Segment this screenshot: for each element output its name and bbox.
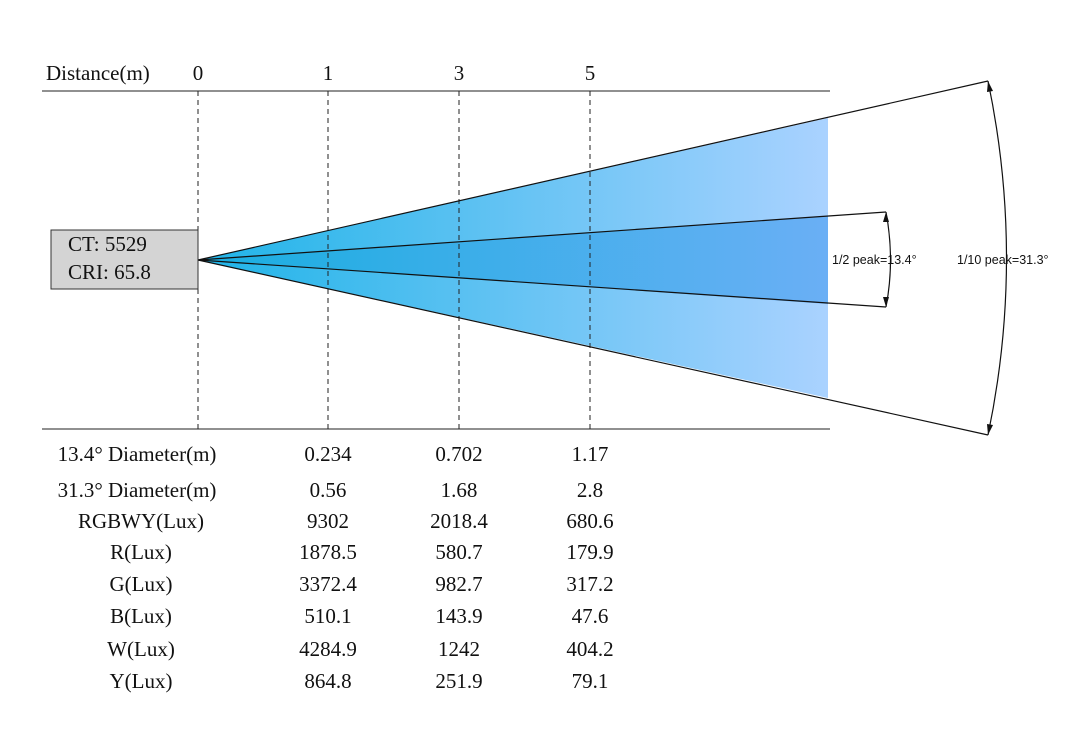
half-peak-label: 1/2 peak=13.4° (832, 253, 917, 267)
cell-5m: 179.9 (566, 540, 613, 564)
cell-3m: 982.7 (435, 572, 482, 596)
tenth-peak-label: 1/10 peak=31.3° (957, 253, 1049, 267)
distance-mark-1: 1 (323, 61, 334, 85)
cell-3m: 1242 (438, 637, 480, 661)
table-row: B(Lux) 510.1 143.9 47.6 (110, 604, 608, 628)
distance-mark-3: 3 (454, 61, 465, 85)
distance-mark-0: 0 (193, 61, 204, 85)
half-peak-arrow-top (883, 212, 889, 222)
source-box (50, 229, 199, 290)
inner-ray-top (197, 211, 887, 261)
cell-1m: 0.234 (304, 442, 352, 466)
distance-mark-5: 5 (585, 61, 596, 85)
cell-1m: 3372.4 (299, 572, 357, 596)
table-row: 13.4° Diameter(m) 0.234 0.702 1.17 (58, 442, 609, 466)
beam-inner-cone (198, 216, 828, 304)
inner-ray-bottom (197, 259, 887, 308)
cell-5m: 2.8 (577, 478, 603, 502)
cell-3m: 251.9 (435, 669, 482, 693)
cell-1m: 510.1 (304, 604, 351, 628)
row-label: 31.3° Diameter(m) (58, 478, 217, 502)
cell-1m: 4284.9 (299, 637, 357, 661)
cell-3m: 580.7 (435, 540, 482, 564)
photometric-table: 13.4° Diameter(m) 0.234 0.702 1.17 31.3°… (58, 442, 614, 693)
outer-ray-top (197, 80, 989, 261)
cell-1m: 1878.5 (299, 540, 357, 564)
table-row: Y(Lux) 864.8 251.9 79.1 (110, 669, 609, 693)
cell-5m: 404.2 (566, 637, 613, 661)
row-label: G(Lux) (110, 572, 173, 596)
cell-3m: 0.702 (435, 442, 482, 466)
table-row: G(Lux) 3372.4 982.7 317.2 (110, 572, 614, 596)
outer-ray-bottom (197, 259, 989, 436)
cell-1m: 9302 (307, 509, 349, 533)
row-label: R(Lux) (110, 540, 172, 564)
cell-1m: 0.56 (310, 478, 347, 502)
table-row: RGBWY(Lux) 9302 2018.4 680.6 (78, 509, 614, 533)
table-row: W(Lux) 4284.9 1242 404.2 (107, 637, 613, 661)
tenth-peak-arc (987, 80, 1008, 436)
tenth-peak-arrow-top (987, 81, 993, 92)
cell-5m: 317.2 (566, 572, 613, 596)
cell-3m: 1.68 (441, 478, 478, 502)
cell-5m: 47.6 (572, 604, 609, 628)
cell-5m: 79.1 (572, 669, 609, 693)
row-label: RGBWY(Lux) (78, 509, 204, 533)
row-label: Y(Lux) (110, 669, 173, 693)
table-row: 31.3° Diameter(m) 0.56 1.68 2.8 (58, 478, 604, 502)
distance-label: Distance(m) (46, 61, 150, 85)
table-row: R(Lux) 1878.5 580.7 179.9 (110, 540, 614, 564)
tenth-peak-arrow-bottom (987, 424, 993, 435)
cell-5m: 1.17 (572, 442, 609, 466)
row-label: W(Lux) (107, 637, 175, 661)
row-label: B(Lux) (110, 604, 172, 628)
cell-5m: 680.6 (566, 509, 613, 533)
cell-1m: 864.8 (304, 669, 351, 693)
source-cri: CRI: 65.8 (68, 260, 151, 284)
cell-3m: 2018.4 (430, 509, 488, 533)
half-peak-arrow-bottom (883, 297, 889, 307)
row-label: 13.4° Diameter(m) (58, 442, 217, 466)
source-ct: CT: 5529 (68, 232, 147, 256)
cell-3m: 143.9 (435, 604, 482, 628)
